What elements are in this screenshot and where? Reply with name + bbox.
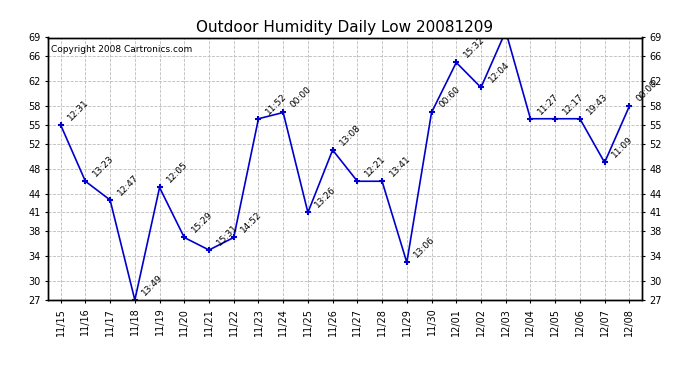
Text: 21:42: 21:42 [0,374,1,375]
Text: 12:17: 12:17 [561,92,585,116]
Text: 12:05: 12:05 [165,160,190,185]
Text: 13:08: 13:08 [338,123,363,147]
Title: Outdoor Humidity Daily Low 20081209: Outdoor Humidity Daily Low 20081209 [197,20,493,35]
Text: 12:04: 12:04 [486,60,511,85]
Text: 13:06: 13:06 [413,235,437,260]
Text: 14:52: 14:52 [239,210,264,235]
Text: 15:31: 15:31 [215,222,239,247]
Text: 13:23: 13:23 [91,154,115,178]
Text: 12:47: 12:47 [116,173,140,197]
Text: 13:26: 13:26 [313,185,338,210]
Text: 00:60: 00:60 [437,85,462,110]
Text: 13:49: 13:49 [140,273,165,297]
Text: 00:00: 00:00 [635,79,660,104]
Text: 12:31: 12:31 [66,98,91,122]
Text: 13:41: 13:41 [388,154,412,178]
Text: Copyright 2008 Cartronics.com: Copyright 2008 Cartronics.com [51,45,193,54]
Text: 19:43: 19:43 [585,92,610,116]
Text: 11:27: 11:27 [536,92,560,116]
Text: 15:32: 15:32 [462,35,486,60]
Text: 12:21: 12:21 [363,154,387,178]
Text: 11:09: 11:09 [610,135,635,160]
Text: 00:00: 00:00 [288,85,313,110]
Text: 11:52: 11:52 [264,92,288,116]
Text: 15:29: 15:29 [190,210,215,235]
